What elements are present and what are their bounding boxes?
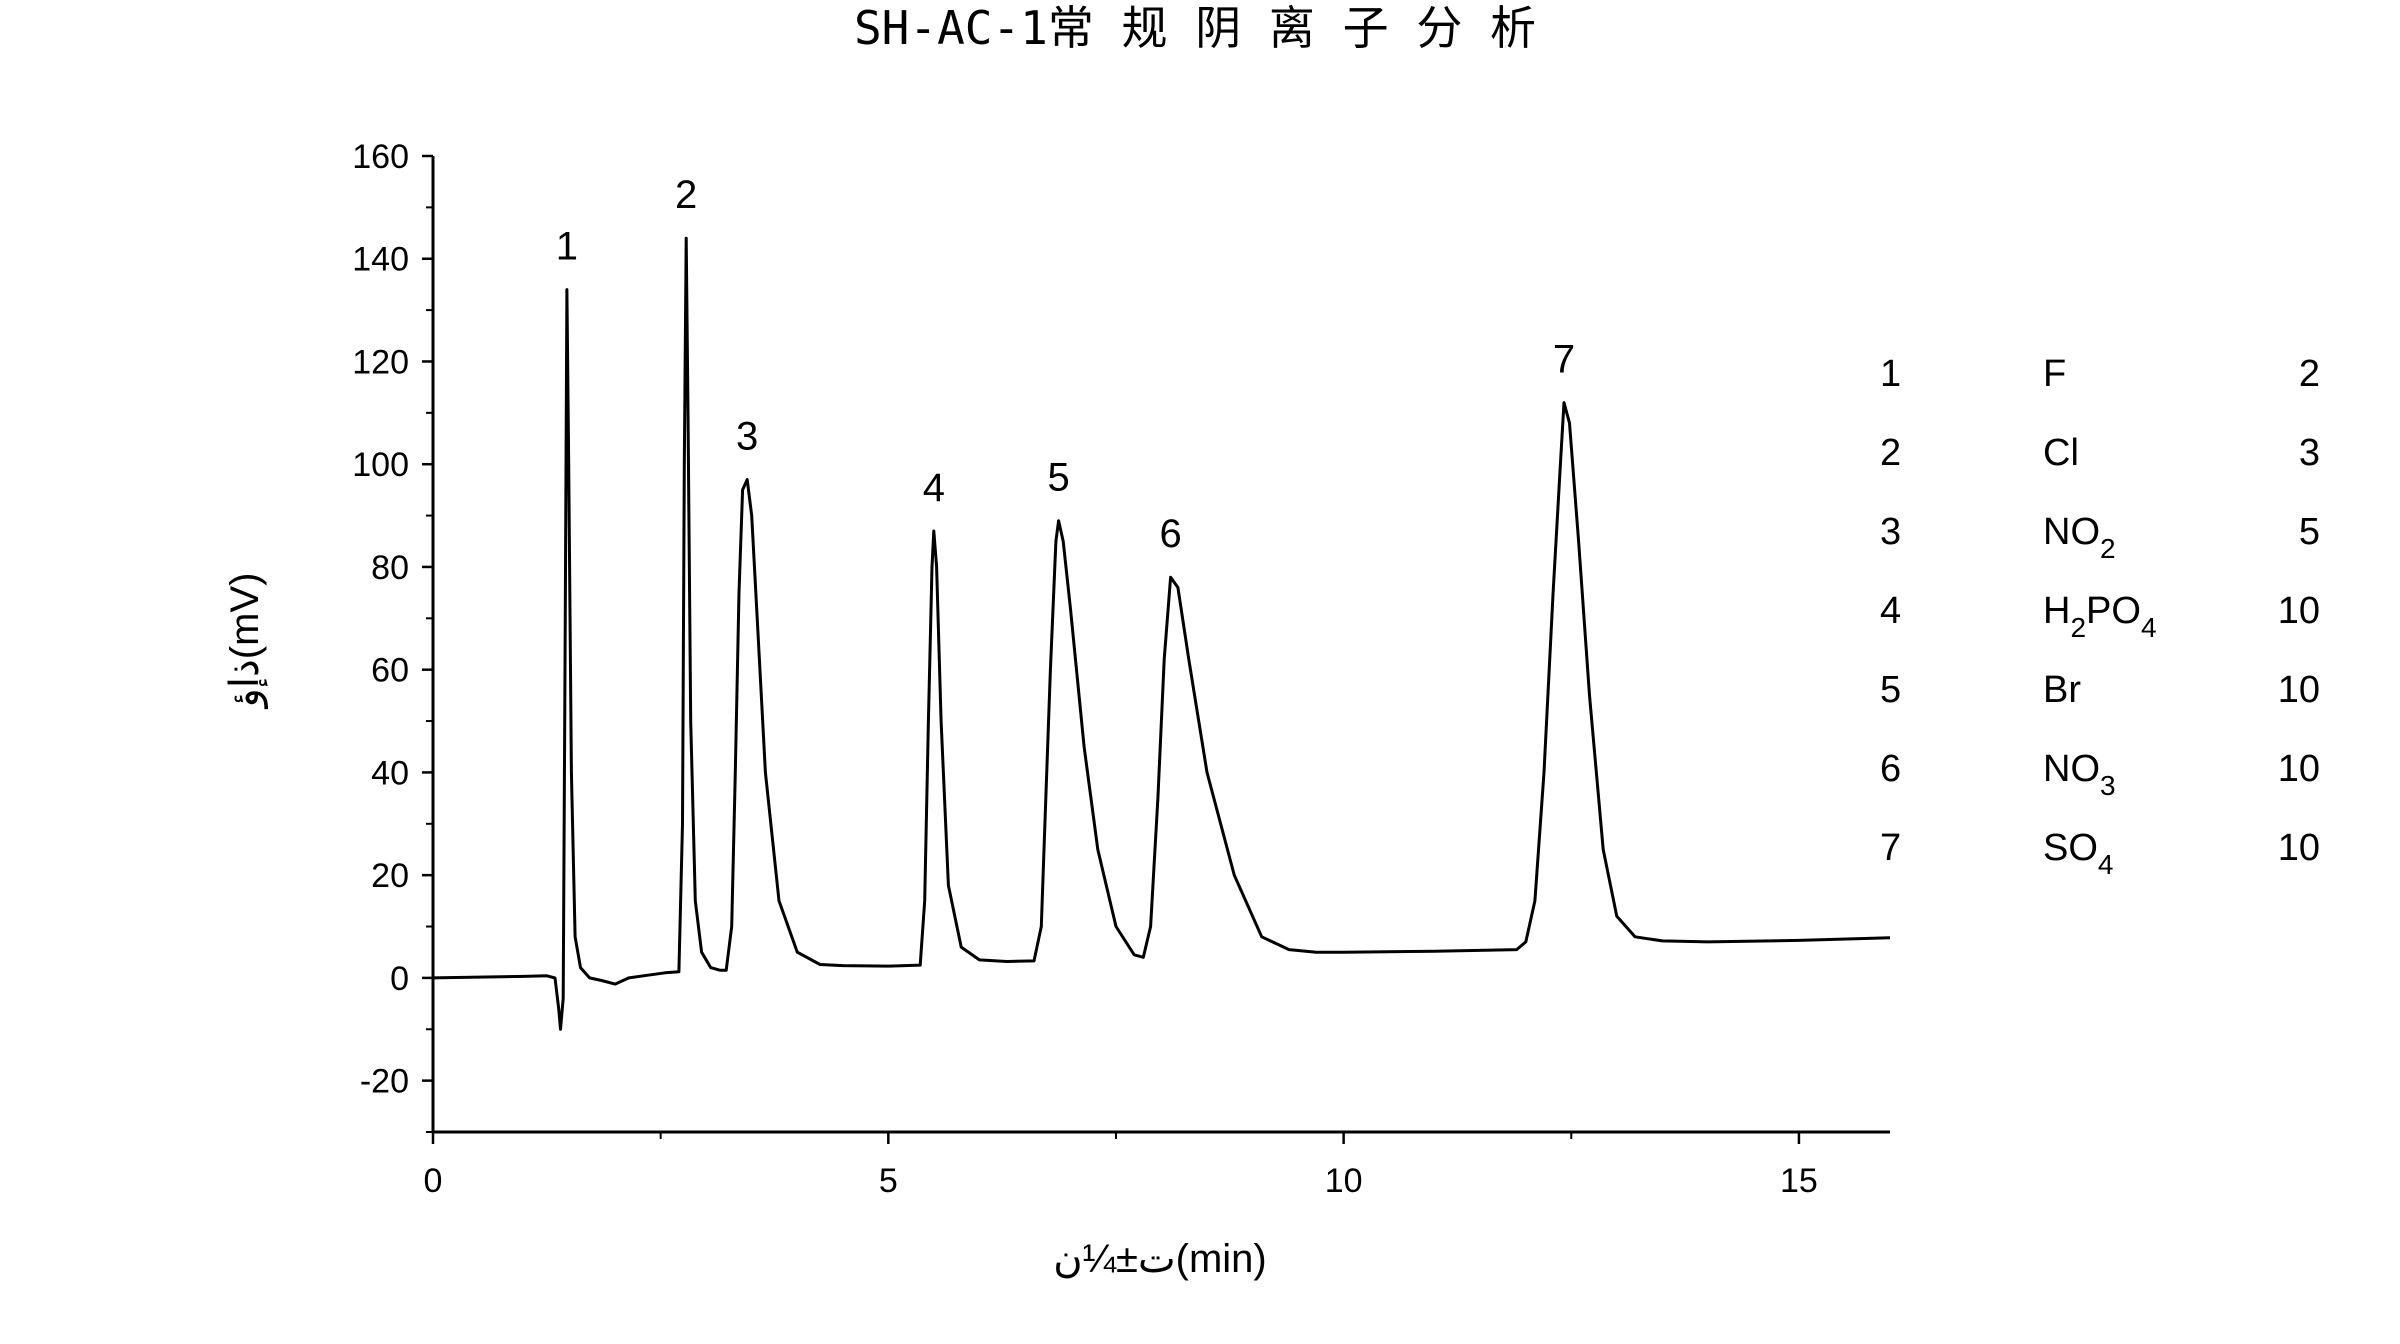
peak-label: 1 <box>556 225 578 269</box>
ion-concentration: 5 <box>2299 511 2320 553</box>
peak-label: 2 <box>675 173 697 217</box>
peak-number: 4 <box>1880 590 1901 632</box>
y-tick-label: 160 <box>352 138 409 176</box>
table-row: 7 SO4 10 <box>1880 827 2320 880</box>
ion-concentration: 2 <box>2299 353 2320 395</box>
peak-number: 7 <box>1880 827 1901 869</box>
ion-concentration: 3 <box>2299 432 2320 474</box>
x-tick-label: 5 <box>879 1162 898 1200</box>
y-tick-label: 120 <box>352 343 409 381</box>
peak-label: 5 <box>1047 456 1069 500</box>
table-row: 1 F 2 <box>1880 353 2320 395</box>
peak-number: 6 <box>1880 748 1901 790</box>
ion-concentration: 10 <box>2278 669 2320 711</box>
ion-concentration: 10 <box>2278 590 2320 632</box>
y-axis-label: ذإؤ(mV) <box>223 573 268 710</box>
peak-number: 5 <box>1880 669 1901 711</box>
x-tick-label: 10 <box>1325 1162 1363 1200</box>
ion-concentration-table: 1 F 2 2 Cl 3 3 NO2 5 4 H2PO4 10 5 Br 10 6 NO3 10 7 SO4 10 <box>1880 353 2320 880</box>
table-row: 5 Br 10 <box>1880 669 2320 711</box>
ion-name: SO4 <box>2043 827 2113 880</box>
ion-name: Cl <box>2043 432 2079 474</box>
ion-name: Br <box>2043 669 2081 711</box>
chromatogram-trace <box>432 236 1891 1031</box>
ion-name: NO2 <box>2043 511 2116 564</box>
y-tick-label: -20 <box>360 1063 409 1101</box>
peak-label: 6 <box>1159 512 1181 556</box>
y-tick-label: 60 <box>371 652 409 690</box>
chart-title: SH-AC-1常 规 阴 离 子 分 析 <box>854 1 1536 55</box>
peak-number: 1 <box>1880 353 1901 395</box>
table-row: 6 NO3 10 <box>1880 748 2320 801</box>
y-tick-label: 0 <box>390 960 409 998</box>
peak-label: 4 <box>923 466 945 510</box>
y-tick-label: 40 <box>371 754 409 792</box>
table-row: 2 Cl 3 <box>1880 432 2320 474</box>
x-ticks: 0 5 10 15 <box>424 1132 1818 1200</box>
x-axis-label: ت±¼ن(min) <box>1053 1237 1266 1281</box>
peak-number: 3 <box>1880 511 1901 553</box>
y-tick-label: 80 <box>371 549 409 587</box>
table-row: 4 H2PO4 10 <box>1880 590 2320 643</box>
peak-label: 3 <box>736 415 758 459</box>
y-tick-label: 100 <box>352 446 409 484</box>
peak-number: 2 <box>1880 432 1901 474</box>
ion-name: H2PO4 <box>2043 590 2157 643</box>
peak-label: 7 <box>1553 338 1575 382</box>
peak-labels: 1 2 3 4 5 6 7 <box>556 173 1575 556</box>
ion-name: NO3 <box>2043 748 2116 801</box>
x-tick-label: 15 <box>1780 1162 1818 1200</box>
y-tick-label: 140 <box>352 241 409 279</box>
ion-concentration: 10 <box>2278 748 2320 790</box>
y-tick-label: 20 <box>371 857 409 895</box>
ion-name: F <box>2043 353 2066 395</box>
x-tick-label: 0 <box>424 1162 443 1200</box>
table-row: 3 NO2 5 <box>1880 511 2320 564</box>
ion-concentration: 10 <box>2278 827 2320 869</box>
y-ticks: -20 0 20 40 60 80 100 120 140 160 <box>352 138 433 1133</box>
